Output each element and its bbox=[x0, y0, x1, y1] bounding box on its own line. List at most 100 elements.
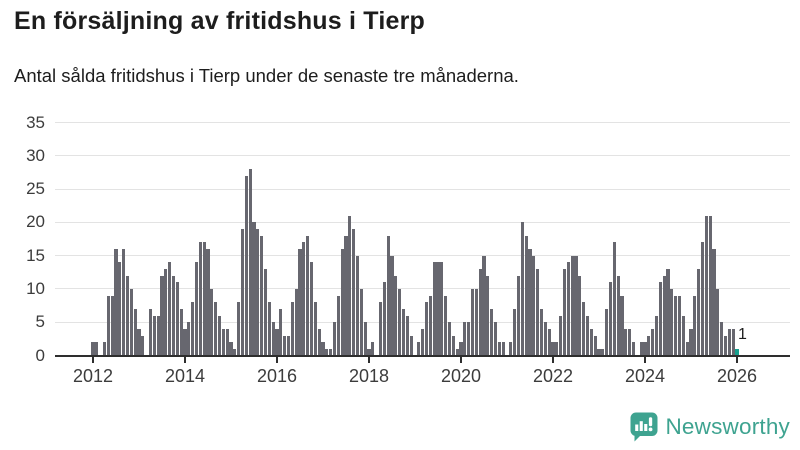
bar bbox=[106, 295, 110, 356]
bar bbox=[674, 295, 678, 356]
bar bbox=[513, 308, 517, 356]
bar bbox=[451, 335, 455, 356]
bar bbox=[620, 295, 624, 356]
bar bbox=[455, 348, 459, 356]
bar bbox=[240, 229, 245, 356]
bar bbox=[608, 282, 613, 356]
bar bbox=[432, 262, 436, 356]
bar bbox=[214, 302, 218, 356]
bar bbox=[237, 302, 241, 356]
bar bbox=[332, 322, 337, 356]
bar bbox=[417, 342, 421, 356]
bar bbox=[520, 222, 524, 356]
bar bbox=[225, 328, 229, 356]
bar bbox=[390, 255, 394, 356]
bar bbox=[263, 268, 268, 356]
bar bbox=[639, 342, 643, 356]
bar bbox=[183, 328, 187, 356]
bar bbox=[631, 342, 636, 356]
bar bbox=[536, 268, 540, 356]
bar bbox=[233, 348, 237, 356]
bar bbox=[574, 255, 578, 356]
gridline-y-20 bbox=[55, 221, 790, 223]
bar bbox=[605, 308, 609, 356]
bar bbox=[187, 322, 191, 356]
bar bbox=[490, 308, 494, 356]
bar bbox=[114, 248, 118, 356]
x-tick-2026 bbox=[736, 356, 738, 363]
bar bbox=[559, 315, 563, 356]
bar bbox=[731, 328, 735, 356]
bar bbox=[697, 268, 701, 356]
bar bbox=[275, 328, 279, 356]
bar bbox=[340, 248, 344, 356]
bar bbox=[470, 288, 475, 356]
bar bbox=[516, 275, 521, 356]
bar bbox=[256, 229, 260, 356]
bar bbox=[685, 342, 689, 356]
bar bbox=[398, 288, 402, 356]
y-tick-label: 15 bbox=[26, 245, 45, 265]
bar bbox=[283, 335, 287, 356]
bar bbox=[643, 342, 647, 356]
bar bbox=[164, 268, 168, 356]
bar bbox=[482, 255, 486, 356]
bar bbox=[286, 335, 291, 356]
bar bbox=[578, 275, 582, 356]
bar bbox=[329, 348, 333, 356]
bar bbox=[378, 302, 383, 356]
bar bbox=[175, 282, 179, 356]
bar bbox=[486, 275, 490, 356]
bar bbox=[628, 328, 632, 356]
bar bbox=[267, 302, 271, 356]
bar bbox=[720, 322, 724, 356]
bar bbox=[624, 328, 628, 356]
bar bbox=[279, 308, 283, 356]
bar bbox=[152, 315, 156, 356]
bar bbox=[712, 248, 716, 356]
bar bbox=[593, 335, 597, 356]
x-tick-2024 bbox=[644, 356, 646, 363]
x-tick-label: 2012 bbox=[72, 365, 114, 386]
bar bbox=[110, 295, 114, 356]
bar bbox=[317, 328, 321, 356]
bar bbox=[133, 308, 137, 356]
bar bbox=[191, 302, 195, 356]
bar bbox=[221, 328, 225, 356]
bar bbox=[436, 262, 440, 356]
bar bbox=[612, 242, 616, 356]
bar bbox=[122, 248, 126, 356]
bar bbox=[367, 348, 371, 356]
x-tick-2022 bbox=[552, 356, 554, 363]
x-tick-label: 2018 bbox=[348, 365, 390, 386]
bar bbox=[210, 288, 214, 356]
bar bbox=[708, 215, 712, 356]
gridline-y-15 bbox=[55, 255, 790, 257]
bar bbox=[252, 222, 256, 356]
x-tick-label: 2024 bbox=[624, 365, 666, 386]
page-title: En försäljning av fritidshus i Tierp bbox=[14, 7, 425, 35]
bar bbox=[229, 342, 233, 356]
x-tick-label: 2020 bbox=[440, 365, 482, 386]
page-subtitle: Antal sålda fritidshus i Tierp under de … bbox=[14, 65, 519, 86]
x-tick-label: 2026 bbox=[716, 365, 758, 386]
x-tick-label: 2016 bbox=[256, 365, 298, 386]
bar bbox=[700, 242, 705, 356]
bar bbox=[248, 169, 252, 356]
bar bbox=[217, 315, 222, 356]
bar bbox=[91, 342, 95, 356]
x-tick-2014 bbox=[184, 356, 186, 363]
bar bbox=[424, 302, 429, 356]
bar bbox=[421, 328, 425, 356]
bar bbox=[582, 302, 586, 356]
y-tick-label: 0 bbox=[35, 345, 45, 365]
newsworthy-icon bbox=[630, 412, 658, 442]
bar bbox=[309, 262, 314, 356]
bar bbox=[566, 262, 570, 356]
bar bbox=[298, 248, 302, 356]
bar bbox=[447, 322, 452, 356]
bar bbox=[371, 342, 375, 356]
bar bbox=[321, 342, 325, 356]
bar bbox=[444, 295, 448, 356]
bar bbox=[597, 348, 601, 356]
